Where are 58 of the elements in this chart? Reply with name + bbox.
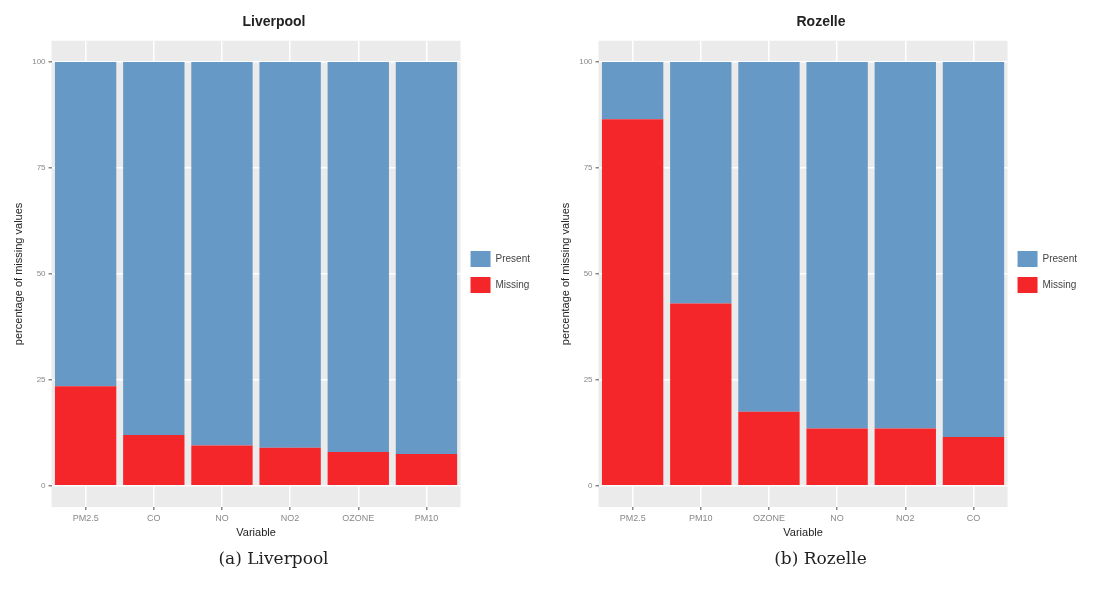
x-tick-label: OZONE xyxy=(752,512,785,523)
bar xyxy=(190,61,253,446)
y-tick-label: 100 xyxy=(31,57,46,67)
bar xyxy=(805,428,868,486)
bar xyxy=(190,445,253,486)
legend-label: Present xyxy=(495,252,530,264)
x-tick-label: CO xyxy=(146,512,161,523)
y-tick-label: 50 xyxy=(583,269,593,279)
text: (a) Liverpool xyxy=(218,548,329,568)
chart-title: Liverpool xyxy=(241,13,306,30)
bar xyxy=(122,434,184,486)
x-tick-label: NO2 xyxy=(895,512,915,523)
chart-title: Rozelle xyxy=(795,13,846,30)
bar xyxy=(874,428,936,486)
bar xyxy=(327,451,389,486)
bar xyxy=(874,61,936,429)
x-tick-label: PM2.5 xyxy=(72,512,99,523)
bar xyxy=(327,61,389,452)
bar xyxy=(669,303,731,486)
bar xyxy=(601,119,663,486)
bar xyxy=(395,454,457,486)
y-tick-label: 25 xyxy=(583,375,593,385)
bar xyxy=(737,411,800,486)
legend-label: Missing xyxy=(495,278,529,290)
y-tick-label: 0 xyxy=(587,481,593,491)
bar xyxy=(942,437,1004,486)
x-tick-label: OZONE xyxy=(341,512,374,523)
x-tick-label: NO2 xyxy=(280,512,299,523)
bar xyxy=(601,61,663,120)
bar xyxy=(805,61,868,429)
y-tick-label: 0 xyxy=(40,481,46,491)
bar xyxy=(737,61,800,412)
y-tick-label: 100 xyxy=(578,57,593,67)
x-tick-label: NO xyxy=(829,512,844,523)
bar xyxy=(395,61,457,455)
x-tick-label: NO xyxy=(214,512,229,523)
bar xyxy=(54,386,116,486)
x-tick-label: PM10 xyxy=(414,512,438,523)
y-tick-label: 50 xyxy=(36,269,46,279)
bar xyxy=(258,61,321,448)
bar xyxy=(54,61,116,387)
bar xyxy=(122,61,184,435)
y-tick-label: 25 xyxy=(36,375,46,385)
bar xyxy=(942,61,1004,438)
x-axis-title: Variable xyxy=(782,526,823,539)
legend-label: Missing xyxy=(1042,278,1076,290)
bar xyxy=(258,447,321,486)
text: (b) Rozelle xyxy=(774,548,867,568)
bar xyxy=(669,61,731,304)
x-axis-title: Variable xyxy=(235,526,276,539)
x-tick-label: PM10 xyxy=(688,512,713,523)
y-tick-label: 75 xyxy=(36,163,46,173)
y-tick-label: 75 xyxy=(583,163,593,173)
legend-label: Present xyxy=(1042,252,1077,264)
y-axis-title: percentage of missing values xyxy=(11,202,24,346)
x-tick-label: CO xyxy=(966,512,980,523)
x-tick-label: PM2.5 xyxy=(619,512,646,523)
y-axis-title: percentage of missing values xyxy=(558,202,571,346)
